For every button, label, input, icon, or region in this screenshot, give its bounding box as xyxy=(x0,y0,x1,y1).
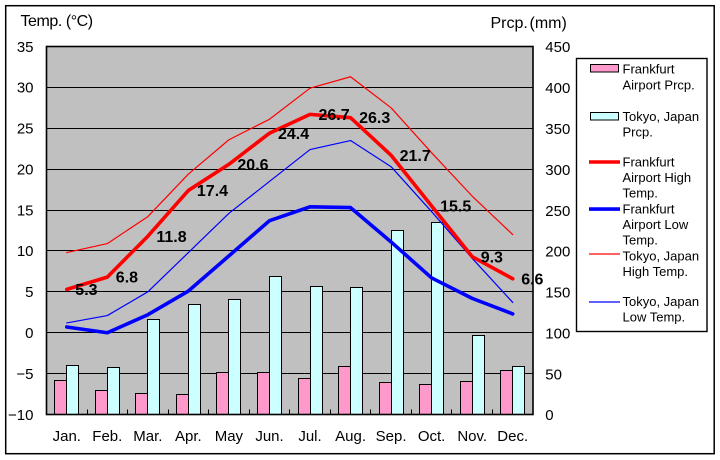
svg-text:Airport Prcp.: Airport Prcp. xyxy=(623,78,695,93)
svg-text:Tokyo, Japan: Tokyo, Japan xyxy=(623,294,700,309)
svg-text:300: 300 xyxy=(545,162,570,179)
svg-text:Temp.: Temp. xyxy=(623,186,658,201)
svg-text:Frankfurt: Frankfurt xyxy=(623,201,675,216)
svg-text:0: 0 xyxy=(545,407,553,424)
svg-text:5: 5 xyxy=(25,284,33,301)
svg-text:Tokyo, Japan: Tokyo, Japan xyxy=(623,248,700,263)
svg-text:Dec.: Dec. xyxy=(497,428,528,445)
svg-text:20: 20 xyxy=(17,162,34,179)
svg-text:21.7: 21.7 xyxy=(400,148,431,165)
svg-text:Nov.: Nov. xyxy=(457,428,487,445)
svg-text:100: 100 xyxy=(545,325,570,342)
svg-text:Frankfurt: Frankfurt xyxy=(623,62,675,77)
svg-text:50: 50 xyxy=(545,366,562,383)
svg-text:350: 350 xyxy=(545,121,570,138)
svg-text:35: 35 xyxy=(17,39,34,56)
svg-text:Prcp.: Prcp. xyxy=(491,15,528,32)
svg-text:−10: −10 xyxy=(8,407,33,424)
svg-text:Jan.: Jan. xyxy=(53,428,81,445)
svg-text:11.8: 11.8 xyxy=(156,229,186,246)
svg-text:24.4: 24.4 xyxy=(278,126,309,143)
svg-text:15.5: 15.5 xyxy=(440,199,471,216)
svg-text:Low Temp.: Low Temp. xyxy=(623,310,686,325)
svg-text:17.4: 17.4 xyxy=(197,183,228,200)
svg-text:25: 25 xyxy=(17,121,34,138)
svg-text:5.3: 5.3 xyxy=(75,282,97,299)
svg-text:20.6: 20.6 xyxy=(237,157,268,174)
svg-text:Airport High: Airport High xyxy=(623,170,692,185)
svg-text:May: May xyxy=(215,428,244,445)
svg-text:(mm): (mm) xyxy=(530,15,567,32)
svg-text:9.3: 9.3 xyxy=(481,249,503,266)
svg-text:26.7: 26.7 xyxy=(319,107,350,124)
svg-text:Prcp.: Prcp. xyxy=(623,124,653,139)
svg-text:Jul.: Jul. xyxy=(298,428,321,445)
svg-text:200: 200 xyxy=(545,244,570,261)
svg-text:6.8: 6.8 xyxy=(116,270,138,287)
svg-text:Tokyo, Japan: Tokyo, Japan xyxy=(623,109,700,124)
svg-text:6.6: 6.6 xyxy=(521,271,543,288)
svg-text:Temp. (°C): Temp. (°C) xyxy=(21,13,93,30)
svg-text:High Temp.: High Temp. xyxy=(623,264,689,279)
svg-text:10: 10 xyxy=(17,243,34,260)
svg-text:Oct.: Oct. xyxy=(418,428,446,445)
svg-text:0: 0 xyxy=(25,325,33,342)
svg-text:450: 450 xyxy=(545,39,570,56)
svg-text:15: 15 xyxy=(17,202,34,219)
svg-text:Frankfurt: Frankfurt xyxy=(623,155,675,170)
svg-text:250: 250 xyxy=(545,203,570,220)
svg-text:30: 30 xyxy=(17,80,34,97)
svg-text:26.3: 26.3 xyxy=(359,110,390,127)
svg-text:Jun.: Jun. xyxy=(255,428,283,445)
svg-text:−5: −5 xyxy=(16,366,33,383)
svg-text:Sep.: Sep. xyxy=(376,428,407,445)
svg-text:400: 400 xyxy=(545,80,570,97)
svg-text:Airport Low: Airport Low xyxy=(623,217,689,232)
svg-text:Mar.: Mar. xyxy=(133,428,162,445)
svg-text:150: 150 xyxy=(545,285,570,302)
svg-text:Apr.: Apr. xyxy=(175,428,202,445)
svg-text:Aug.: Aug. xyxy=(335,428,366,445)
svg-text:Temp.: Temp. xyxy=(623,233,658,248)
svg-text:Feb.: Feb. xyxy=(92,428,122,445)
